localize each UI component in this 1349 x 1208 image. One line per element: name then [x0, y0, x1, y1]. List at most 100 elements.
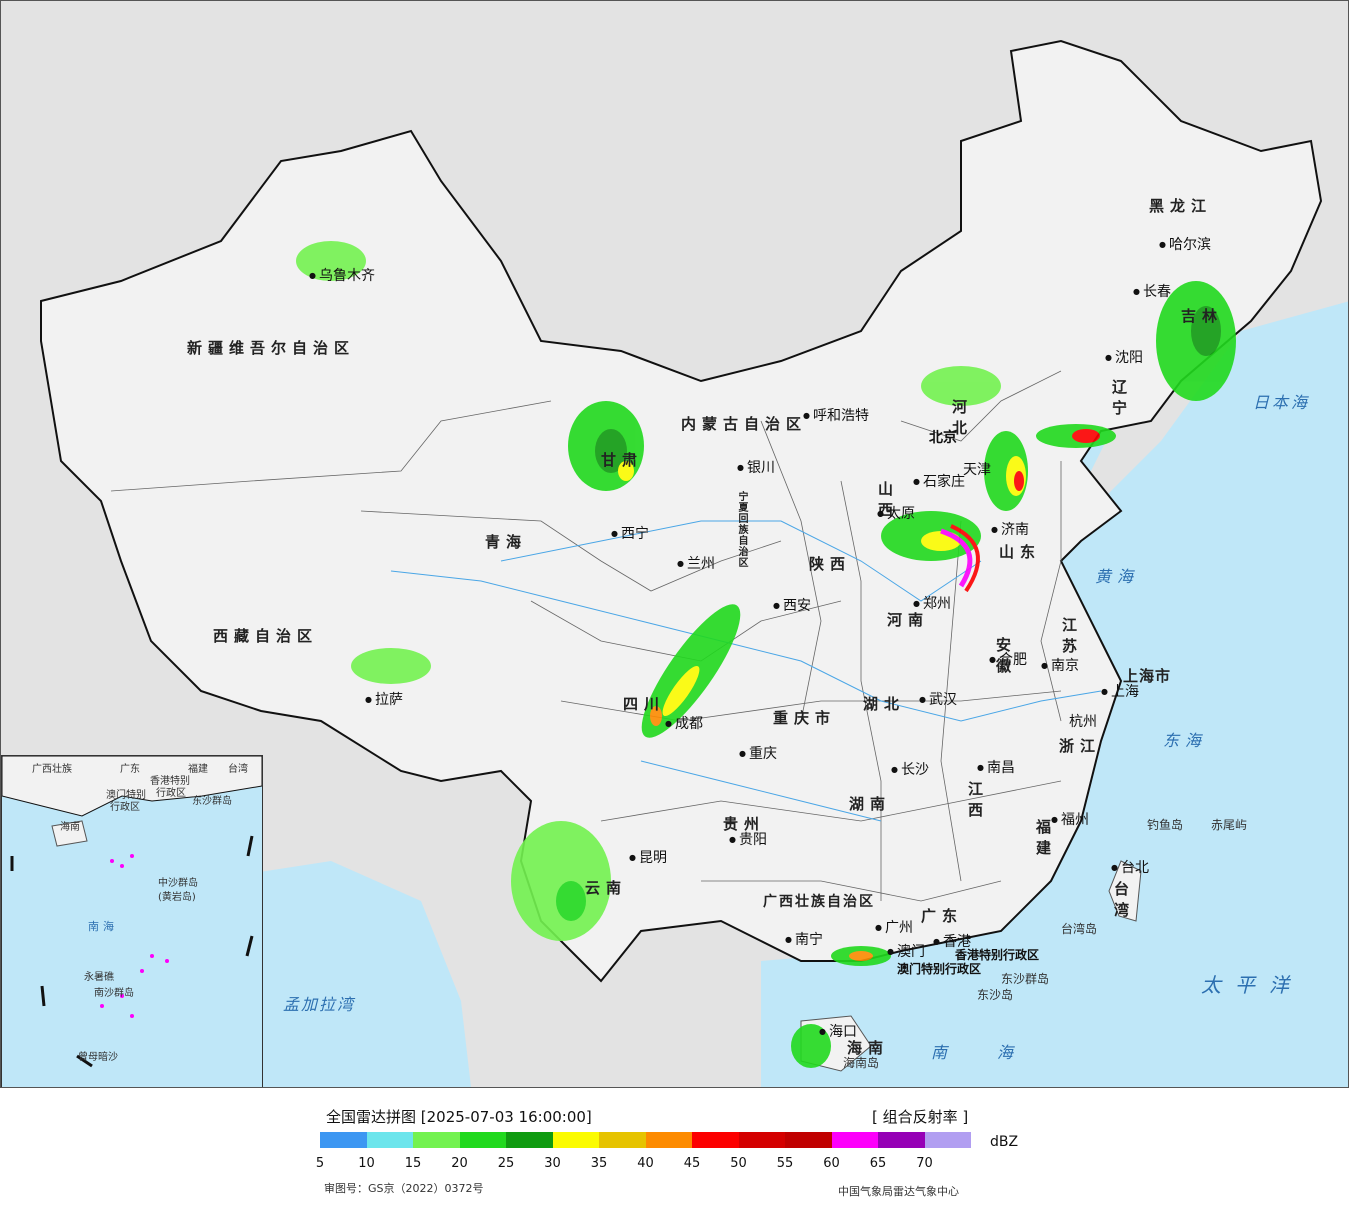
label-liaoning: 辽宁	[1110, 379, 1128, 421]
sea-east	[761, 301, 1348, 1087]
label-qinghai: 青海	[485, 533, 528, 551]
city-guiyang: 贵阳	[729, 833, 767, 847]
label-jiangxi: 江西	[966, 781, 984, 823]
inset-islands-marks	[100, 854, 169, 1018]
legend-tick: 15	[404, 1156, 422, 1171]
city-hongkong: 香港	[933, 935, 971, 949]
city-yinchuan: 银川	[737, 461, 775, 475]
color-swatch	[645, 1132, 692, 1148]
color-swatch	[320, 1132, 367, 1148]
label-yunnan: 云南	[585, 879, 628, 897]
label-fujian: 福建	[1034, 819, 1052, 861]
legend-product: [ 组合反射率 ]	[872, 1108, 969, 1126]
echo-jinan-arc	[940, 528, 973, 588]
label-guangdong: 广东	[921, 907, 964, 925]
label-tibet: 西藏自治区	[213, 627, 319, 645]
island-dongsha-group: 东沙群岛	[1001, 972, 1050, 986]
city-taipei: 台北	[1111, 861, 1149, 875]
sea-south-label: 南海	[931, 1043, 1064, 1062]
inset-label-dongsha: 东沙群岛	[192, 796, 232, 807]
legend-tick: 5	[315, 1156, 325, 1171]
island-diaoyu: 钓鱼岛	[1147, 818, 1184, 832]
city-chengdu: 成都	[665, 717, 703, 731]
legend-tick: 25	[497, 1156, 515, 1171]
label-gansu: 甘肃	[601, 451, 644, 469]
label-jiangsu: 江苏	[1060, 617, 1078, 659]
city-shijiazhuang: 石家庄	[913, 475, 965, 489]
label-chongqing: 重庆市	[773, 709, 837, 727]
label-shandong: 山东	[999, 543, 1042, 561]
sea-east-label: 东海	[1163, 731, 1208, 750]
city-nanchang: 南昌	[977, 761, 1015, 775]
echo-tibet	[351, 648, 431, 684]
echo-yunnan	[511, 821, 611, 941]
city-lanzhou: 兰州	[677, 557, 715, 571]
city-harbin: 哈尔滨	[1159, 238, 1211, 252]
label-hebei: 河北	[950, 399, 968, 441]
label-ningxia: 宁夏回族自治区	[736, 491, 747, 568]
city-lhasa: 拉萨	[365, 693, 403, 707]
city-shanghai: 上海	[1101, 685, 1139, 699]
sea-bengal-label: 孟加拉湾	[283, 995, 356, 1014]
city-jinan: 济南	[991, 523, 1029, 537]
city-nanjing: 南京	[1041, 659, 1079, 673]
sea-pacific-label: 太平洋	[1201, 973, 1303, 997]
inset-label-huangyan: (黄岩岛)	[158, 892, 196, 903]
city-guangzhou: 广州	[875, 921, 913, 935]
label-macau-sar: 澳门特别行政区	[897, 962, 982, 976]
inset-label-fujian: 福建	[188, 764, 208, 775]
city-nanning: 南宁	[785, 933, 823, 947]
color-swatch	[599, 1132, 646, 1148]
city-tianjin: 天津	[963, 462, 991, 478]
city-shenyang: 沈阳	[1105, 351, 1143, 365]
city-macau: 澳门	[887, 945, 925, 959]
legend-tick: 45	[683, 1156, 701, 1171]
label-xinjiang: 新疆维吾尔自治区	[187, 339, 356, 357]
echo-innermongolia	[921, 366, 1001, 406]
south-china-sea-inset: 广西壮族 广东 福建 台湾 香港特别 行政区 澳门特别 行政区 东沙群岛 海南 …	[1, 755, 263, 1087]
legend-tick: 65	[869, 1156, 887, 1171]
color-swatch	[506, 1132, 553, 1148]
inset-sea-south: 南海	[88, 920, 118, 933]
inset-label-taiwan: 台湾	[228, 764, 248, 775]
color-swatch	[366, 1132, 413, 1148]
city-hohhot: 呼和浩特	[803, 409, 869, 423]
legend-title: 全国雷达拼图 [2025-07-03 16:00:00]	[326, 1108, 592, 1126]
legend-unit: dBZ	[990, 1134, 1019, 1150]
inset-label-zengmu: 曾母暗沙	[78, 1052, 118, 1063]
city-xian: 西安	[773, 599, 811, 613]
color-swatch	[552, 1132, 599, 1148]
color-swatch	[924, 1132, 971, 1148]
label-hainan: 海南	[847, 1039, 890, 1057]
city-chongqing: 重庆	[739, 747, 777, 761]
legend-tick: 35	[590, 1156, 608, 1171]
color-swatch	[785, 1132, 832, 1148]
city-kunming: 昆明	[629, 851, 667, 865]
city-xining: 西宁	[611, 527, 649, 541]
label-taiwan: 台湾	[1112, 881, 1130, 923]
city-beijing: 北京	[929, 430, 957, 446]
city-changsha: 长沙	[891, 763, 929, 777]
inset-label-mo-2: 行政区	[110, 802, 140, 813]
agency-name: 中国气象局雷达气象中心	[838, 1185, 959, 1198]
legend-tick: 70	[916, 1156, 933, 1171]
label-hunan: 湖南	[849, 795, 892, 813]
legend-tick: 50	[730, 1156, 747, 1171]
island-hainan: 海南岛	[843, 1056, 880, 1070]
legend-tick: 60	[823, 1156, 840, 1171]
legend-tick: 40	[637, 1156, 654, 1171]
label-jilin: 吉林	[1181, 307, 1224, 325]
city-wuhan: 武汉	[919, 693, 957, 707]
city-taiyuan: 太原	[877, 507, 915, 521]
legend-tick: 55	[776, 1156, 794, 1171]
legend-tick: 20	[451, 1156, 468, 1171]
color-swatch	[459, 1132, 506, 1148]
color-swatch	[738, 1132, 785, 1148]
color-swatch	[692, 1132, 739, 1148]
legend: 全国雷达拼图 [2025-07-03 16:00:00] [ 组合反射率 ] d…	[0, 1088, 1349, 1208]
color-bar	[320, 1132, 971, 1148]
label-shanghai: 上海市	[1123, 667, 1172, 685]
radar-map[interactable]: 新疆维吾尔自治区 西藏自治区 青海 甘肃 内蒙古自治区 宁夏回族自治区 陕西 四…	[0, 0, 1349, 1088]
inset-label-hk-2: 行政区	[156, 788, 186, 799]
legend-tick: 10	[358, 1156, 375, 1171]
